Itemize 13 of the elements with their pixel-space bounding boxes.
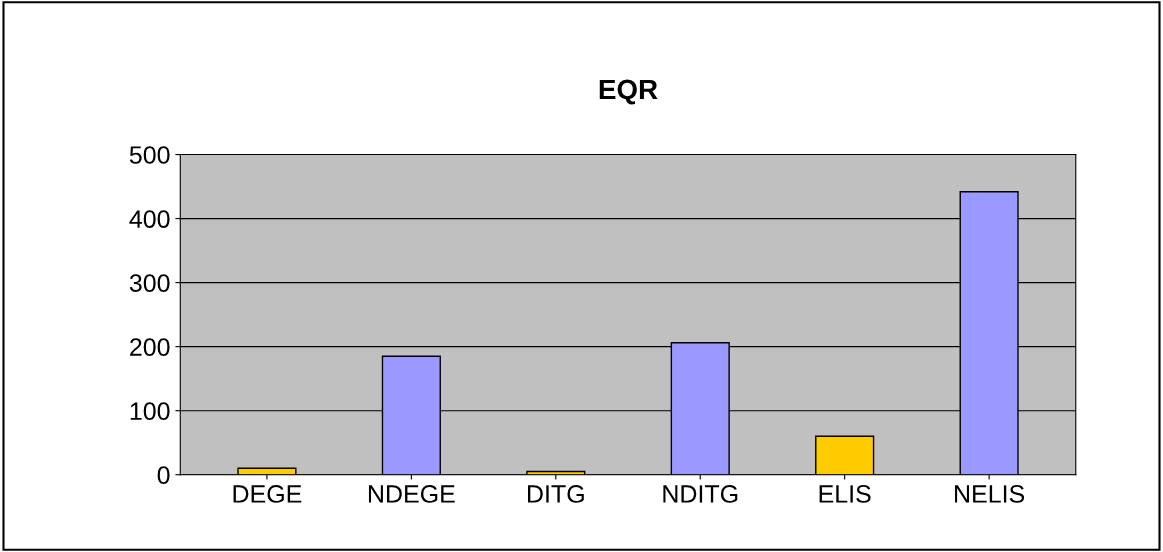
- y-tick-label: 300: [129, 274, 170, 292]
- y-tick-label: 100: [130, 402, 170, 420]
- x-tick-label: ELIS: [819, 485, 871, 503]
- y-tick-label: 200: [130, 338, 170, 356]
- x-tick-label: DITG: [527, 485, 584, 503]
- y-tick-label: 500: [129, 146, 170, 164]
- x-tick-label: NELIS: [955, 485, 1025, 503]
- chart-title: EQR: [599, 79, 658, 105]
- y-tick-label: 0: [157, 466, 170, 485]
- x-tick-label: NDITG: [663, 485, 738, 503]
- y-tick-label: 400: [129, 210, 170, 228]
- x-tick-label: NDEGE: [368, 485, 455, 503]
- x-tick-label: DEGE: [233, 485, 302, 503]
